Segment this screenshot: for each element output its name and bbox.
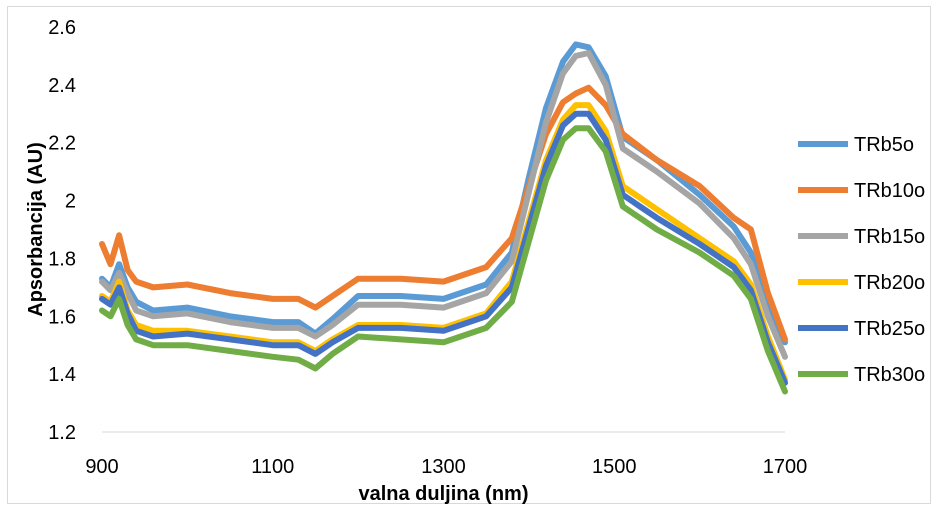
legend-label: TRb20o <box>854 272 925 294</box>
y-axis-ticks: 1.2 1.4 1.6 1.8 2 2.2 2.4 2.6 <box>48 17 76 444</box>
y-tick-label: 2.4 <box>48 75 76 97</box>
series-line-trb25o <box>99 110 788 386</box>
legend: TRb5o TRb10o TRb15o TRb20o TRb25o TRb30o <box>798 134 925 386</box>
legend-item: TRb30o <box>798 364 925 386</box>
legend-label: TRb30o <box>854 364 925 386</box>
x-tick-label: 1100 <box>251 456 294 478</box>
series-lines <box>99 41 788 395</box>
x-tick-label: 1300 <box>421 456 466 478</box>
series-line-trb10o <box>99 84 788 343</box>
legend-item: TRb15o <box>798 226 925 248</box>
y-tick-label: 1.2 <box>48 422 76 444</box>
x-tick-label: 1500 <box>592 456 637 478</box>
legend-item: TRb5o <box>798 134 914 156</box>
y-tick-label: 1.6 <box>48 306 76 328</box>
legend-label: TRb10o <box>854 180 925 202</box>
series-line-trb15o <box>99 50 788 360</box>
legend-item: TRb20o <box>798 272 925 294</box>
legend-label: TRb5o <box>854 134 914 156</box>
y-tick-label: 1.8 <box>48 248 76 270</box>
chart-frame <box>7 6 931 504</box>
legend-item: TRb25o <box>798 318 925 340</box>
y-tick-label: 1.4 <box>48 364 76 386</box>
x-tick-label: 1700 <box>763 456 808 478</box>
y-axis-title: Apsorbancija (AU) <box>25 142 47 316</box>
legend-label: TRb15o <box>854 226 925 248</box>
x-tick-label: 900 <box>85 456 118 478</box>
legend-label: TRb25o <box>854 318 925 340</box>
legend-item: TRb10o <box>798 180 925 202</box>
y-tick-label: 2.2 <box>48 133 76 155</box>
y-tick-label: 2 <box>65 191 76 213</box>
x-axis-ticks: 900 1100 1300 1500 1700 <box>85 456 807 478</box>
series-line-trb30o <box>99 125 788 395</box>
y-tick-label: 2.6 <box>48 17 76 39</box>
x-axis-title: valna duljina (nm) <box>358 483 528 505</box>
